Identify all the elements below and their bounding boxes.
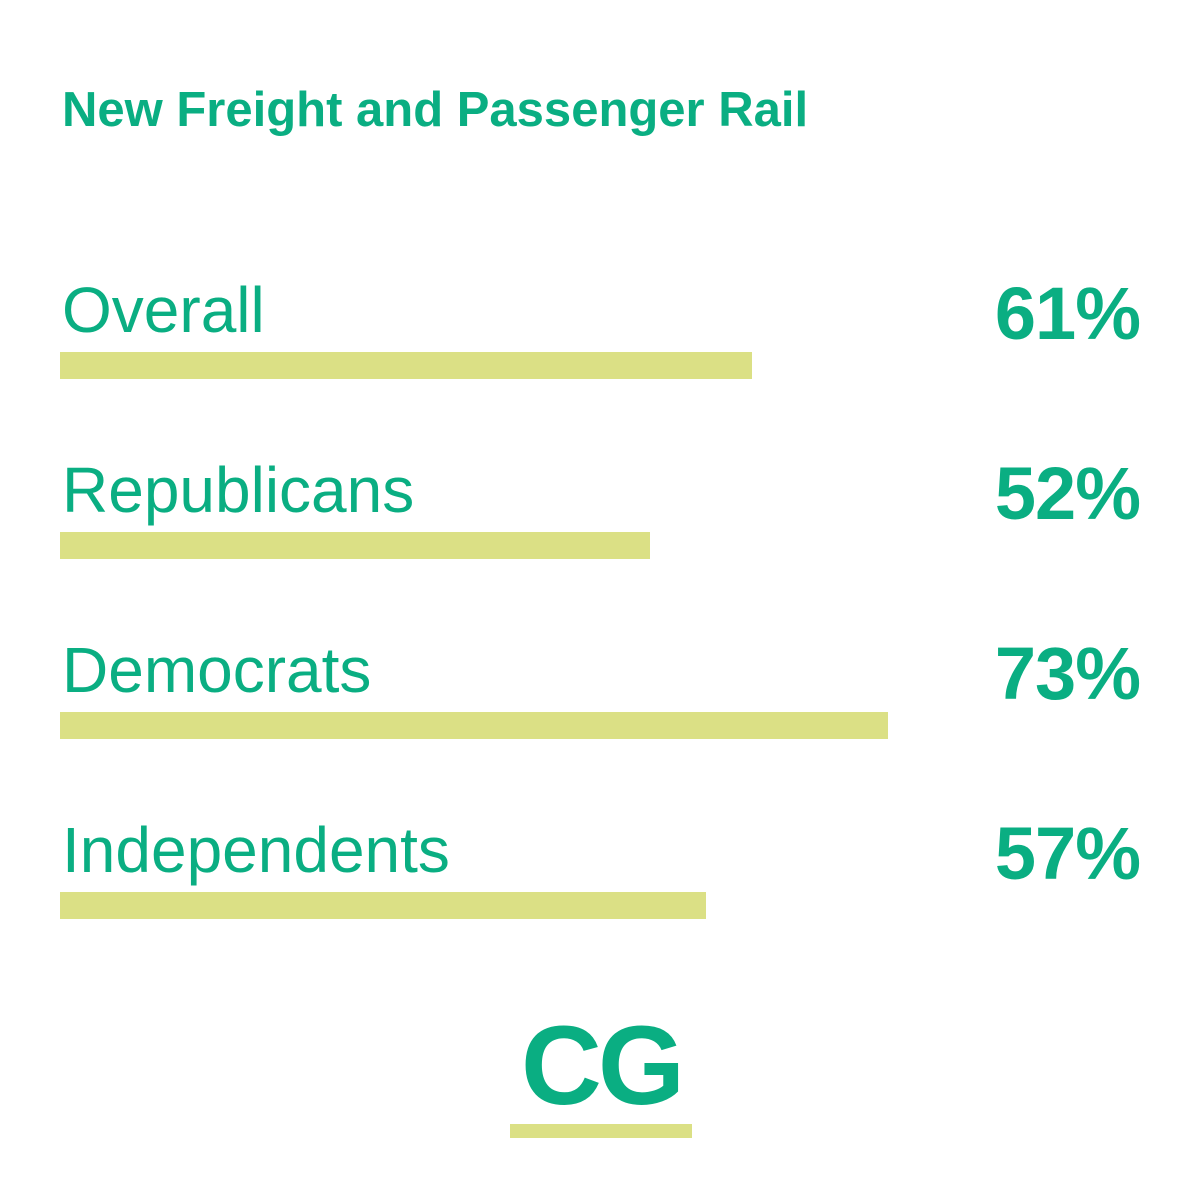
value-label: 73%	[994, 632, 1141, 715]
bar	[60, 712, 888, 739]
bar	[60, 532, 650, 559]
logo-underline	[510, 1124, 692, 1138]
value-label: 61%	[994, 272, 1141, 355]
chart-row: Republicans 52%	[60, 450, 1141, 610]
category-label: Overall	[62, 274, 265, 346]
bar	[60, 352, 752, 379]
chart-row: Democrats 73%	[60, 630, 1141, 790]
chart-title: New Freight and Passenger Rail	[62, 83, 809, 137]
category-label: Independents	[62, 814, 450, 886]
value-label: 57%	[994, 812, 1141, 895]
chart-row: Independents 57%	[60, 810, 1141, 970]
category-label: Republicans	[62, 454, 415, 526]
chart-row: Overall 61%	[60, 270, 1141, 430]
cg-logo: CG	[510, 1010, 692, 1142]
category-label: Democrats	[62, 634, 372, 706]
value-label: 52%	[994, 452, 1141, 535]
bar	[60, 892, 706, 919]
logo-text: CG	[521, 1003, 685, 1128]
